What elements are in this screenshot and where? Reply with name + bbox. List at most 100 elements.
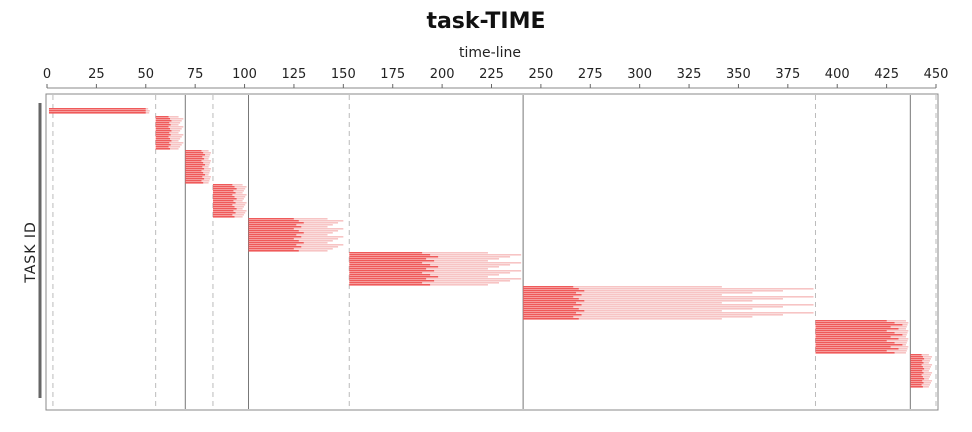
task-bar-tail xyxy=(170,148,179,150)
task-bar xyxy=(48,110,146,112)
task-bar xyxy=(185,166,203,168)
task-bar xyxy=(815,324,903,326)
task-bar-tail xyxy=(430,254,522,256)
task-bar-tail xyxy=(898,348,908,350)
task-bar xyxy=(48,108,146,110)
task-bar-tail xyxy=(293,228,344,230)
task-bar xyxy=(910,384,922,386)
task-bar xyxy=(248,238,294,240)
x-tick-label: 75 xyxy=(187,67,204,82)
task-bar xyxy=(185,180,202,182)
task-bar xyxy=(185,158,205,160)
task-bar xyxy=(155,148,171,150)
task-bar-tail xyxy=(573,296,814,298)
task-bar xyxy=(155,126,169,128)
task-bar-tail xyxy=(924,368,930,370)
task-bar xyxy=(910,368,925,370)
task-bar xyxy=(815,350,887,352)
task-bar xyxy=(815,320,887,322)
task-bar-tail xyxy=(576,312,814,314)
task-bar xyxy=(349,260,435,262)
task-bar-tail xyxy=(578,308,753,310)
task-bar-tail xyxy=(434,270,522,272)
task-bar-tail xyxy=(236,198,244,200)
task-bar-tail xyxy=(202,166,209,168)
task-bar-tail xyxy=(576,302,722,304)
task-bar-tail xyxy=(922,386,929,388)
task-bar-tail xyxy=(434,280,511,282)
task-bar-tail xyxy=(170,134,184,136)
task-bar-tail xyxy=(170,128,182,130)
task-bar xyxy=(212,204,233,206)
task-bar xyxy=(815,352,895,354)
task-bar xyxy=(349,262,423,264)
boundary-lines xyxy=(52,95,937,409)
task-bar-tail xyxy=(422,282,500,284)
task-bar-tail xyxy=(578,288,814,290)
task-bar-tail xyxy=(886,350,907,352)
task-bar xyxy=(212,194,233,196)
task-bar-tail xyxy=(236,208,243,210)
task-bar-tail xyxy=(301,226,328,228)
task-bar-tail xyxy=(293,248,333,250)
task-bar xyxy=(155,120,172,122)
task-bar-tail xyxy=(205,154,211,156)
task-bar-tail xyxy=(203,162,211,164)
task-bar-tail xyxy=(902,334,907,336)
task-bar xyxy=(910,364,922,366)
task-bar-tail xyxy=(422,272,511,274)
task-bar-tail xyxy=(886,320,906,322)
task-bar-tail xyxy=(894,322,909,324)
task-bar xyxy=(815,322,895,324)
task-bar-tail xyxy=(890,326,907,328)
task-bar-tail xyxy=(235,202,247,204)
task-bar xyxy=(248,222,304,224)
task-bar xyxy=(248,242,304,244)
task-bar xyxy=(248,224,297,226)
task-bar xyxy=(349,280,435,282)
task-bar xyxy=(910,358,925,360)
task-bar-tail xyxy=(298,230,339,232)
task-bar xyxy=(349,276,439,278)
task-bar-tail xyxy=(201,160,211,162)
task-bar xyxy=(910,366,923,368)
task-bar-tail xyxy=(170,124,179,126)
task-bar xyxy=(248,230,299,232)
x-tick-label: 250 xyxy=(528,67,553,82)
task-bar xyxy=(185,164,206,166)
task-bar-tail xyxy=(581,304,814,306)
task-bar xyxy=(155,130,172,132)
task-bar xyxy=(910,360,923,362)
task-bar-tail xyxy=(301,236,344,238)
task-bar xyxy=(523,304,582,306)
task-bar xyxy=(212,192,236,194)
task-bar xyxy=(155,140,172,142)
task-bar xyxy=(523,310,585,312)
task-bar xyxy=(815,330,887,332)
task-bar-tail xyxy=(168,136,182,138)
task-bar-tail xyxy=(922,366,931,368)
task-bar xyxy=(185,152,204,154)
task-bar xyxy=(910,386,923,388)
task-bar-tail xyxy=(898,338,909,340)
task-bar xyxy=(212,186,235,188)
task-bar-tail xyxy=(584,300,753,302)
task-bar-tail xyxy=(201,180,210,182)
task-bar-tail xyxy=(298,250,328,252)
x-tick-label: 225 xyxy=(479,67,504,82)
task-bar xyxy=(248,250,299,252)
task-bar-tail xyxy=(204,168,211,170)
x-axis-label: time-line xyxy=(459,45,521,61)
task-bar xyxy=(349,258,427,260)
task-bar xyxy=(185,156,203,158)
task-bar xyxy=(155,136,169,138)
x-tick-label: 375 xyxy=(775,67,800,82)
task-bar xyxy=(155,132,170,134)
task-bar-tail xyxy=(301,246,339,248)
task-bar-tail xyxy=(430,274,500,276)
task-bar xyxy=(185,168,205,170)
task-bar xyxy=(185,174,206,176)
task-bar-tail xyxy=(204,178,211,180)
task-bar-tail xyxy=(921,354,929,356)
task-bar xyxy=(155,138,171,140)
